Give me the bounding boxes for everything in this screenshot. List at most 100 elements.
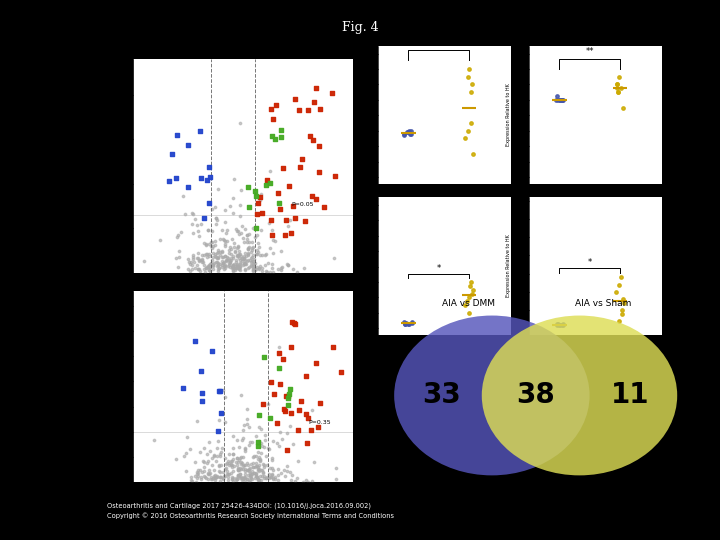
Point (225, 461, 237, 470)
Point (211, 472, 222, 481)
Point (186, 228, 198, 237)
Point (235, 266, 246, 274)
Point (467, 150, 479, 158)
Point (203, 465, 215, 474)
Point (202, 469, 214, 477)
Point (307, 136, 318, 144)
Point (253, 476, 265, 484)
Point (231, 262, 243, 271)
Point (222, 253, 233, 262)
Point (223, 246, 235, 254)
Point (255, 466, 266, 475)
Point (238, 475, 249, 484)
Point (228, 174, 240, 183)
Point (213, 264, 225, 272)
Point (251, 249, 263, 258)
Point (235, 119, 246, 128)
Point (250, 469, 261, 478)
Point (220, 465, 231, 474)
Point (259, 260, 271, 269)
Point (268, 114, 279, 123)
Point (225, 469, 237, 477)
Point (617, 295, 629, 303)
Point (171, 130, 183, 139)
Point (200, 250, 212, 259)
Point (217, 474, 229, 482)
Point (266, 132, 278, 141)
Point (402, 128, 414, 137)
Ellipse shape (394, 315, 590, 475)
Point (307, 192, 318, 200)
Point (240, 238, 252, 246)
Point (211, 452, 222, 461)
Point (308, 458, 320, 467)
Point (330, 464, 342, 472)
Point (246, 254, 257, 262)
Point (202, 475, 214, 484)
Point (552, 92, 563, 100)
Point (243, 441, 254, 449)
Point (310, 359, 322, 367)
Point (234, 262, 246, 271)
Point (240, 458, 252, 467)
Point (406, 319, 418, 327)
Point (279, 465, 290, 474)
Text: 11: 11 (611, 381, 649, 409)
Point (163, 176, 175, 185)
Point (192, 260, 203, 269)
Point (228, 262, 239, 271)
Point (310, 195, 322, 204)
Point (201, 253, 212, 262)
Point (201, 264, 212, 272)
Point (233, 253, 245, 262)
Point (238, 434, 249, 443)
Point (259, 251, 271, 259)
Point (264, 219, 275, 227)
Point (275, 469, 287, 477)
Point (265, 216, 276, 225)
Point (202, 225, 214, 234)
Point (203, 263, 215, 272)
Point (231, 436, 243, 444)
Point (256, 424, 267, 433)
Point (219, 454, 230, 462)
Point (208, 450, 220, 459)
Point (301, 439, 312, 448)
Point (227, 261, 238, 270)
Point (199, 463, 210, 471)
Point (312, 142, 324, 151)
Point (196, 258, 207, 266)
Point (227, 456, 238, 465)
Point (247, 462, 258, 471)
Point (187, 251, 199, 259)
Point (400, 319, 412, 327)
Point (310, 83, 322, 92)
Point (287, 471, 298, 480)
Point (219, 262, 230, 271)
Point (230, 266, 241, 274)
Point (228, 243, 240, 252)
Point (195, 475, 207, 483)
Point (222, 461, 234, 470)
Point (276, 262, 287, 271)
Point (257, 467, 269, 476)
Point (221, 458, 233, 467)
Point (554, 320, 566, 329)
Point (239, 248, 251, 257)
Point (228, 455, 239, 463)
Point (228, 260, 240, 269)
Point (227, 450, 238, 458)
Point (220, 256, 232, 265)
Point (266, 260, 278, 268)
Point (230, 457, 242, 466)
Point (271, 419, 283, 428)
Point (214, 467, 225, 475)
Point (235, 390, 246, 399)
Point (235, 250, 246, 259)
Point (206, 347, 217, 355)
Point (250, 471, 261, 480)
Point (212, 265, 224, 274)
Point (233, 230, 245, 239)
Point (232, 252, 243, 260)
Point (230, 262, 242, 271)
